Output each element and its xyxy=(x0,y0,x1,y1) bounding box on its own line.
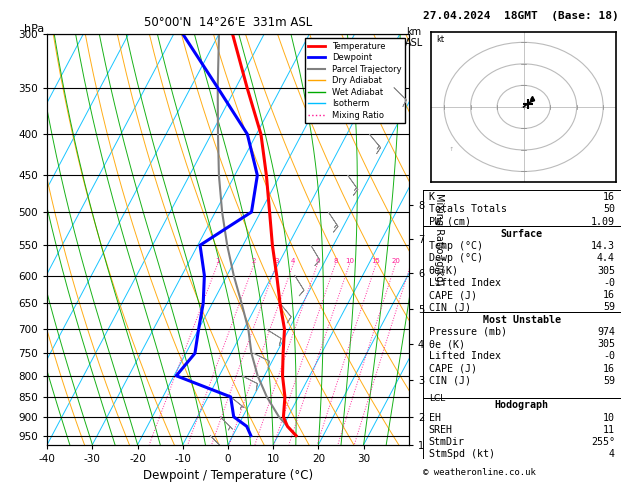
Text: CIN (J): CIN (J) xyxy=(428,376,470,386)
Text: © weatheronline.co.uk: © weatheronline.co.uk xyxy=(423,469,535,477)
Text: 16: 16 xyxy=(603,364,615,374)
Text: 10: 10 xyxy=(603,413,615,423)
Text: CIN (J): CIN (J) xyxy=(428,302,470,312)
X-axis label: Dewpoint / Temperature (°C): Dewpoint / Temperature (°C) xyxy=(143,469,313,482)
Text: Most Unstable: Most Unstable xyxy=(482,314,561,325)
Text: 10: 10 xyxy=(345,258,354,264)
Text: 2: 2 xyxy=(252,258,257,264)
Text: 27.04.2024  18GMT  (Base: 18): 27.04.2024 18GMT (Base: 18) xyxy=(423,11,618,21)
Text: hPa: hPa xyxy=(24,24,44,34)
Text: 974: 974 xyxy=(597,327,615,337)
Text: 1.09: 1.09 xyxy=(591,216,615,226)
Text: 305: 305 xyxy=(597,265,615,276)
Text: 4: 4 xyxy=(609,450,615,459)
Text: 255°: 255° xyxy=(591,437,615,447)
Text: SREH: SREH xyxy=(428,425,453,435)
Text: 305: 305 xyxy=(597,339,615,349)
Text: 4.4: 4.4 xyxy=(597,253,615,263)
Text: 59: 59 xyxy=(603,376,615,386)
Text: 50: 50 xyxy=(603,204,615,214)
Text: EH: EH xyxy=(428,413,441,423)
Text: 14.3: 14.3 xyxy=(591,241,615,251)
Text: LCL: LCL xyxy=(429,395,445,403)
Text: θe (K): θe (K) xyxy=(428,339,465,349)
Text: Lifted Index: Lifted Index xyxy=(428,351,501,362)
Legend: Temperature, Dewpoint, Parcel Trajectory, Dry Adiabat, Wet Adiabat, Isotherm, Mi: Temperature, Dewpoint, Parcel Trajectory… xyxy=(305,38,404,123)
Text: 8: 8 xyxy=(333,258,338,264)
Text: Dewp (°C): Dewp (°C) xyxy=(428,253,482,263)
Text: ꜛ: ꜛ xyxy=(449,146,453,156)
Text: 16: 16 xyxy=(603,290,615,300)
Text: 59: 59 xyxy=(603,302,615,312)
Text: 16: 16 xyxy=(603,192,615,202)
Text: 4: 4 xyxy=(291,258,296,264)
Text: StmDir: StmDir xyxy=(428,437,465,447)
Y-axis label: Mixing Ratio (g/kg): Mixing Ratio (g/kg) xyxy=(433,193,443,285)
Text: 6: 6 xyxy=(315,258,320,264)
Text: Pressure (mb): Pressure (mb) xyxy=(428,327,506,337)
Text: kt: kt xyxy=(436,35,444,44)
Text: 3: 3 xyxy=(274,258,279,264)
Text: 15: 15 xyxy=(372,258,381,264)
Text: km
ASL: km ASL xyxy=(404,27,423,48)
Text: StmSpd (kt): StmSpd (kt) xyxy=(428,450,494,459)
Text: 1: 1 xyxy=(216,258,220,264)
Text: 20: 20 xyxy=(391,258,400,264)
Text: -0: -0 xyxy=(603,351,615,362)
Text: PW (cm): PW (cm) xyxy=(428,216,470,226)
Text: Surface: Surface xyxy=(501,229,543,239)
Text: CAPE (J): CAPE (J) xyxy=(428,290,477,300)
Text: 11: 11 xyxy=(603,425,615,435)
Text: Totals Totals: Totals Totals xyxy=(428,204,506,214)
Text: K: K xyxy=(428,192,435,202)
Text: Lifted Index: Lifted Index xyxy=(428,278,501,288)
Text: θe(K): θe(K) xyxy=(428,265,459,276)
Title: 50°00'N  14°26'E  331m ASL: 50°00'N 14°26'E 331m ASL xyxy=(144,16,312,29)
Text: Temp (°C): Temp (°C) xyxy=(428,241,482,251)
Text: Hodograph: Hodograph xyxy=(495,400,548,410)
Text: CAPE (J): CAPE (J) xyxy=(428,364,477,374)
Text: -0: -0 xyxy=(603,278,615,288)
